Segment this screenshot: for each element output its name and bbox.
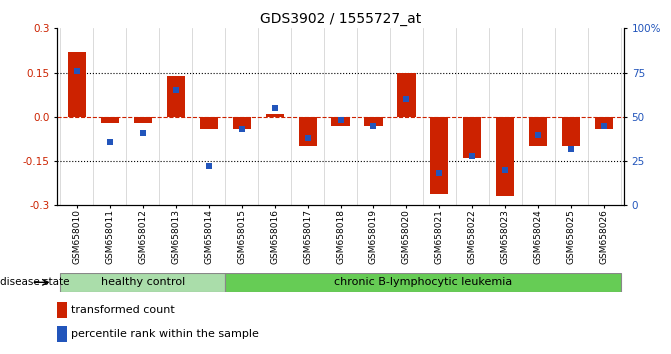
Text: chronic B-lymphocytic leukemia: chronic B-lymphocytic leukemia [333, 277, 512, 287]
Point [71, 68, 82, 74]
Point [138, 130, 148, 136]
Bar [364, 117, 382, 126]
Bar [331, 117, 350, 126]
Bar [233, 117, 251, 129]
Point [170, 87, 181, 93]
Bar [595, 117, 613, 129]
Point [401, 96, 412, 102]
Point [105, 139, 115, 144]
Point [599, 123, 610, 129]
Point [236, 126, 247, 132]
Bar [464, 117, 482, 158]
Bar [60, 273, 225, 292]
Text: percentile rank within the sample: percentile rank within the sample [71, 329, 259, 339]
Point [368, 123, 379, 129]
Bar [529, 117, 548, 146]
Point [302, 135, 313, 141]
Bar [101, 117, 119, 123]
Bar [562, 117, 580, 146]
Point [203, 164, 214, 169]
Title: GDS3902 / 1555727_at: GDS3902 / 1555727_at [260, 12, 421, 26]
Point [269, 105, 280, 111]
Point [467, 153, 478, 159]
Point [335, 118, 346, 123]
Bar [266, 114, 284, 117]
Bar [57, 302, 67, 318]
Bar [68, 52, 86, 117]
Point [533, 132, 544, 137]
Bar [497, 117, 515, 196]
Bar [225, 273, 621, 292]
Bar [199, 117, 217, 129]
Point [434, 171, 445, 176]
Bar [430, 117, 448, 194]
Bar [134, 117, 152, 123]
Bar [166, 75, 185, 117]
Text: healthy control: healthy control [101, 277, 185, 287]
Bar [397, 73, 415, 117]
Point [566, 146, 576, 152]
Bar [57, 326, 67, 342]
Text: disease state: disease state [0, 277, 70, 287]
Text: transformed count: transformed count [71, 305, 175, 315]
Point [500, 167, 511, 173]
Bar [299, 117, 317, 146]
